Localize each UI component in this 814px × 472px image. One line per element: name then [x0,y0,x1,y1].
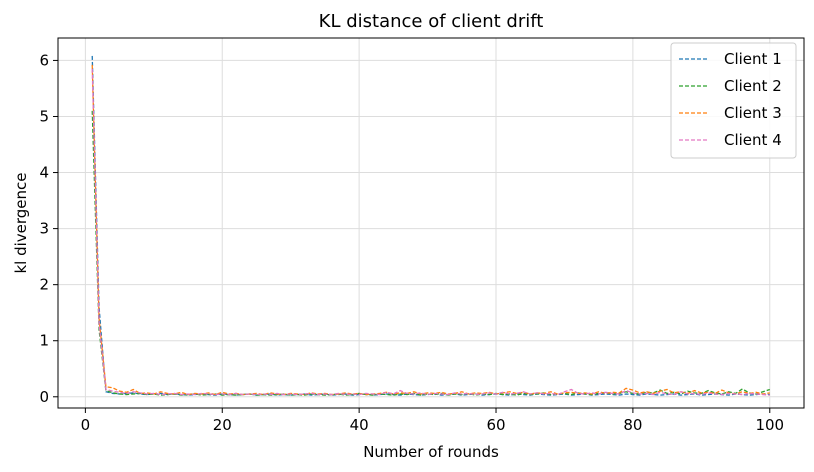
x-tick-label: 100 [755,416,784,434]
y-tick-label: 6 [39,51,49,69]
x-tick-label: 40 [350,416,369,434]
legend-label: Client 1 [724,50,782,68]
series-line-client-3 [91,64,770,396]
legend: Client 1 Client 2 Client 3 Client 4 [670,42,797,159]
y-axis: 0 1 2 3 4 5 6 [39,51,58,406]
x-tick-label: 20 [213,416,232,434]
x-tick-label: 0 [81,416,91,434]
y-tick-label: 5 [39,107,49,125]
y-axis-title: kl divergence [12,172,30,273]
y-tick-label: 2 [39,276,49,294]
plot-area-frame [57,37,805,409]
legend-box [670,42,797,159]
legend-label: Client 2 [724,77,782,95]
y-tick-label: 4 [39,164,49,182]
gridlines [58,38,804,408]
x-axis-title: Number of rounds [363,443,499,461]
series-lines [91,55,770,396]
x-tick-label: 80 [623,416,642,434]
series-line-client-4 [91,68,770,396]
y-tick-label: 3 [39,220,49,238]
chart-title: KL distance of client drift [319,11,544,32]
legend-label: Client 3 [724,104,782,122]
y-tick-label: 0 [39,388,49,406]
y-tick-label: 1 [39,332,49,350]
x-tick-label: 60 [486,416,505,434]
legend-label: Client 4 [724,131,782,149]
x-axis: 0 20 40 60 80 100 [81,408,784,434]
